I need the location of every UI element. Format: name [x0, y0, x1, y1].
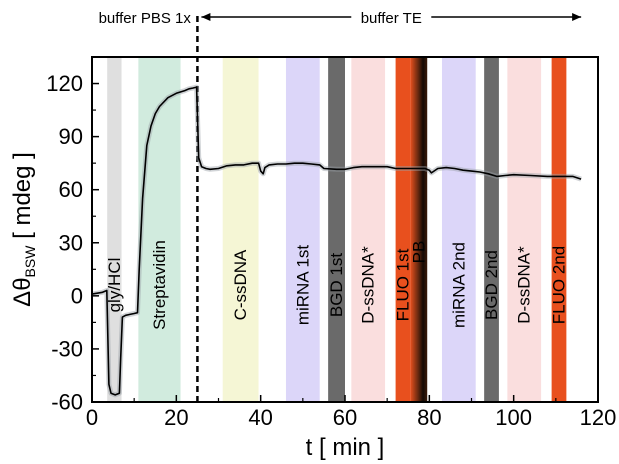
series-layer	[91, 84, 582, 398]
y-tick-label-3: 30	[59, 230, 83, 255]
y-axis-title-main: Δθ	[9, 277, 36, 306]
band-label-0: gly/HCl	[105, 258, 124, 313]
x-axis-title: t [ min ]	[306, 434, 385, 461]
band-label-6: FLUO 1st	[393, 248, 412, 321]
band-6	[395, 57, 411, 402]
y-tick-label-5: 90	[59, 124, 83, 149]
band-5	[351, 57, 386, 402]
y-axis-title: ΔθBSW [ mdeg ]	[9, 152, 38, 307]
ticks-layer: 0 20 40 60 80 100 120 -60 -30 0 30 60 90 120	[46, 71, 616, 430]
band-9	[484, 57, 499, 402]
x-tick-label-1: 20	[164, 405, 188, 430]
bands-layer	[107, 57, 567, 402]
y-tick-label-0: -60	[51, 390, 83, 415]
band-label-5: D-ssDNA*	[359, 246, 378, 324]
band-7	[410, 57, 428, 402]
buffer-labels-layer: buffer PBS 1x buffer TE	[99, 10, 582, 27]
buffer-label-te: buffer TE	[361, 10, 422, 27]
band-labels-layer: gly/HCl Streptavidin C-ssDNA miRNA 1st BGD 1…	[105, 240, 569, 330]
x-tick-label-3: 60	[333, 405, 357, 430]
y-tick-label-4: 60	[59, 177, 83, 202]
band-label-10: D-ssDNA*	[515, 246, 534, 324]
x-tick-label-6: 120	[580, 405, 617, 430]
axis-titles-layer: t [ min ] ΔθBSW [ mdeg ]	[9, 152, 384, 461]
y-axis-title-unit: [ mdeg ]	[9, 152, 36, 245]
x-tick-label-2: 40	[248, 405, 272, 430]
y-tick-label-1: -30	[51, 336, 83, 361]
band-label-8: miRNA 2nd	[449, 242, 468, 328]
band-label-7: PB	[409, 241, 428, 264]
band-label-1: Streptavidin	[150, 240, 169, 330]
band-2	[222, 57, 259, 402]
x-tick-label-5: 100	[495, 405, 532, 430]
band-label-9: BGD 2nd	[482, 250, 501, 320]
x-tick-label-0: 0	[86, 405, 98, 430]
y-axis-title-subscript: BSW	[22, 245, 38, 278]
x-tick-label-4: 80	[417, 405, 441, 430]
band-4	[328, 57, 345, 402]
band-0	[107, 57, 122, 402]
band-label-11: FLUO 2nd	[549, 246, 568, 324]
buffer-arrow-right-head	[572, 13, 582, 21]
band-1	[138, 57, 181, 402]
band-8	[441, 57, 476, 402]
band-10	[507, 57, 542, 402]
buffer-arrow-left-head	[201, 13, 211, 21]
buffer-label-pbs: buffer PBS 1x	[99, 10, 192, 27]
y-tick-label-2: 0	[71, 283, 83, 308]
series-0-line	[91, 86, 582, 396]
band-11	[551, 57, 567, 402]
y-tick-label-6: 120	[46, 71, 83, 96]
band-label-3: miRNA 1st	[293, 245, 312, 326]
band-label-2: C-ssDNA	[231, 249, 250, 320]
band-3	[285, 57, 320, 402]
band-label-4: BGD 1st	[327, 253, 346, 318]
